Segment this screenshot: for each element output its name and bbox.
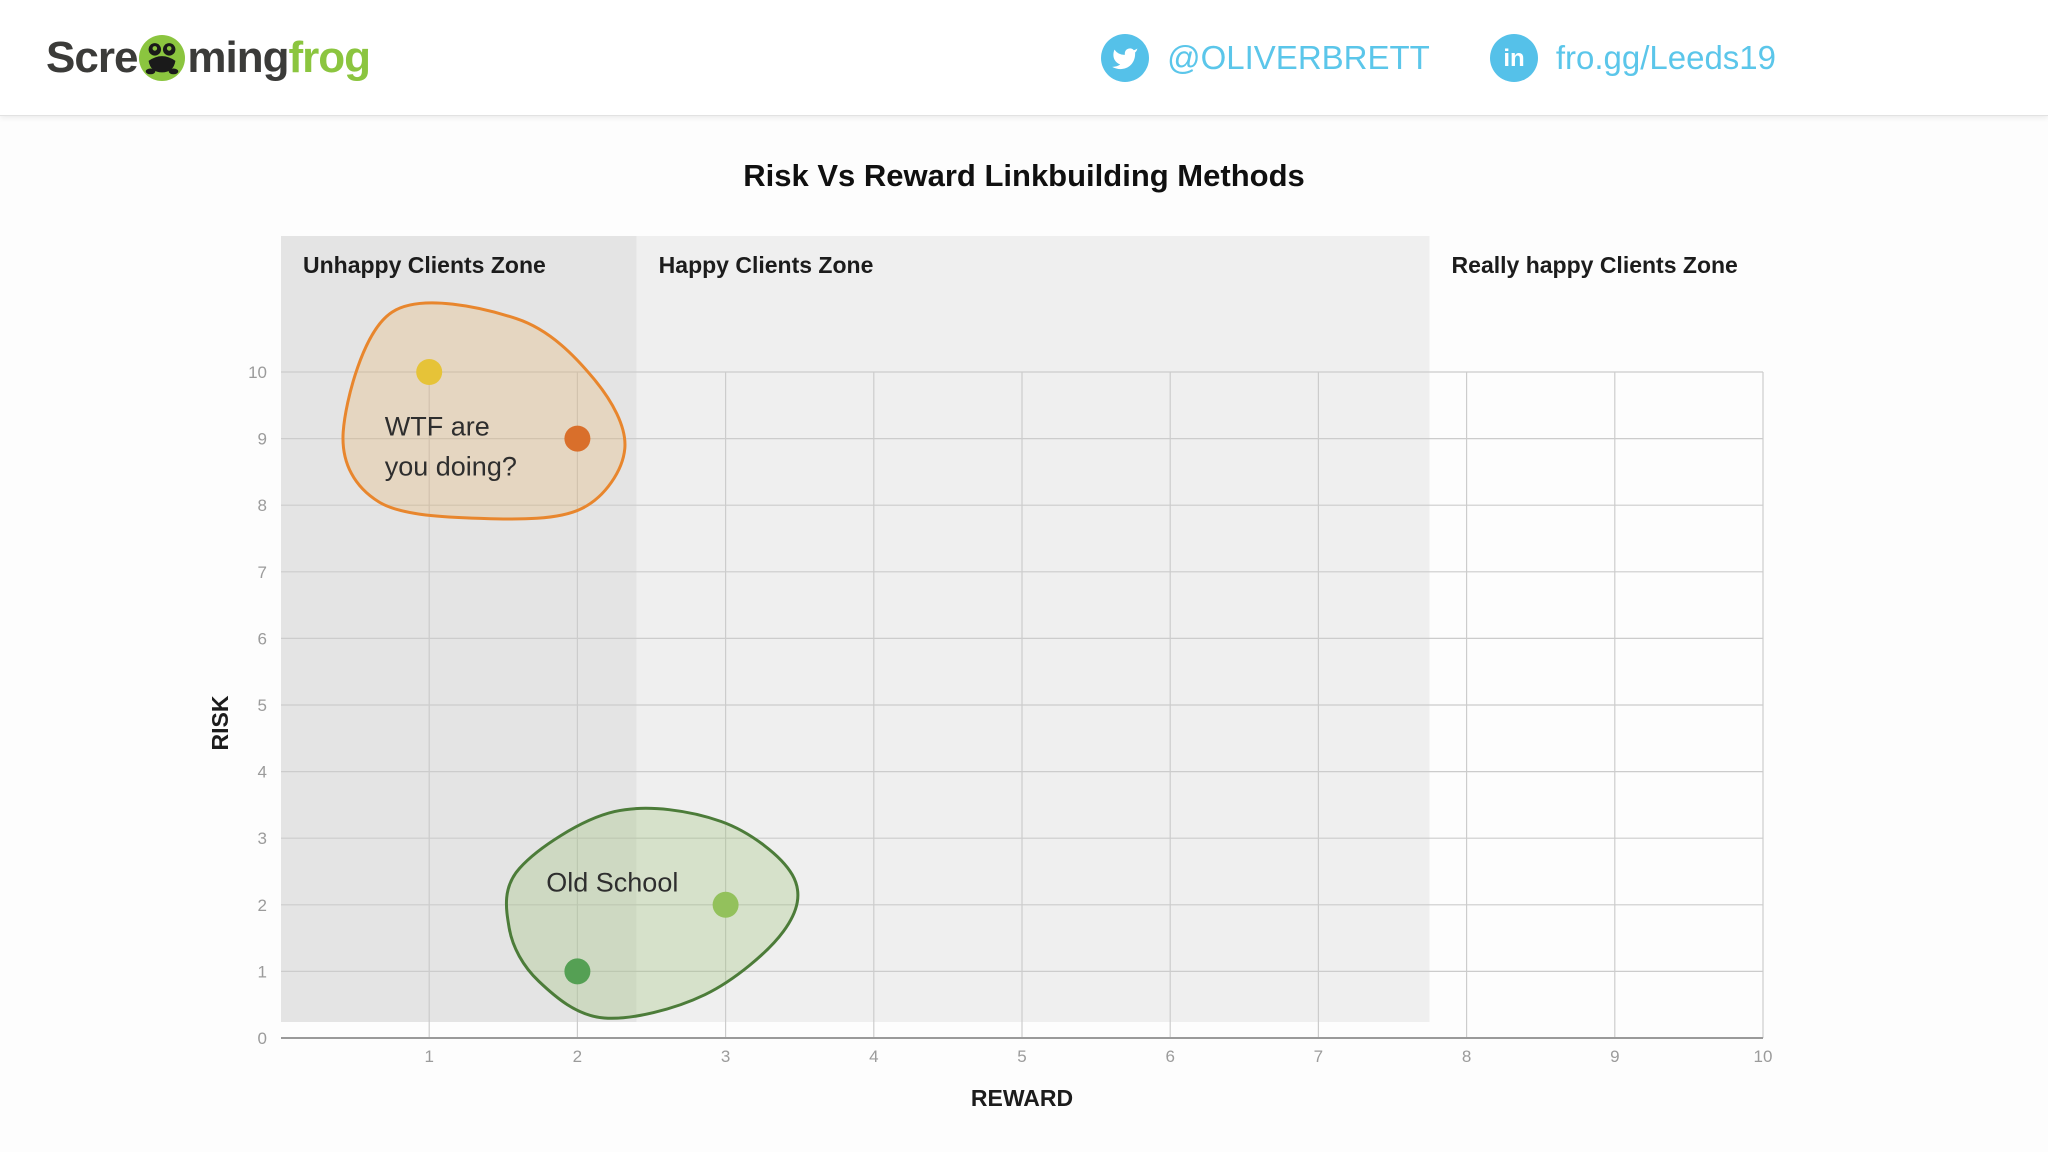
y-tick-label: 7 — [258, 563, 267, 582]
y-axis-label: RISK — [207, 695, 233, 750]
chart-title: Risk Vs Reward Linkbuilding Methods — [743, 158, 1305, 193]
x-axis-label: REWARD — [971, 1085, 1073, 1111]
x-tick-label: 1 — [424, 1047, 433, 1066]
header: Scre ming frog @OLIVERBRETT in fro.gg/Le… — [0, 0, 2048, 116]
logo-text-suffix: frog — [288, 32, 372, 82]
screamingfrog-logo: Scre ming frog — [46, 32, 372, 83]
y-tick-label: 10 — [248, 363, 267, 382]
y-tick-label: 8 — [258, 496, 267, 515]
annotation-text: Old School — [546, 867, 678, 897]
data-point — [712, 891, 739, 918]
twitter-handle[interactable]: @OLIVERBRETT — [1167, 38, 1430, 76]
zone-label: Happy Clients Zone — [659, 252, 874, 278]
logo-text-prefix: Scre — [46, 32, 138, 82]
y-tick-label: 3 — [258, 829, 267, 848]
logo-text-mid: ming — [187, 32, 289, 82]
y-tick-label: 6 — [258, 629, 267, 648]
zone-band — [636, 236, 1430, 1022]
twitter-icon[interactable] — [1101, 33, 1150, 82]
annotation-text: WTF are — [385, 411, 490, 441]
x-tick-label: 2 — [573, 1047, 582, 1066]
annotation-blob — [341, 301, 627, 521]
linkedin-icon[interactable]: in — [1489, 33, 1538, 82]
zone-label: Unhappy Clients Zone — [303, 252, 546, 278]
y-tick-label: 5 — [258, 696, 267, 715]
data-point — [564, 958, 591, 985]
x-tick-label: 7 — [1314, 1047, 1323, 1066]
x-tick-label: 5 — [1017, 1047, 1026, 1066]
annotation-text: you doing? — [385, 451, 517, 481]
svg-text:in: in — [1503, 45, 1524, 72]
social-links: @OLIVERBRETT in fro.gg/Leeds19 — [1101, 33, 1776, 82]
x-tick-label: 8 — [1462, 1047, 1471, 1066]
x-tick-label: 9 — [1610, 1047, 1619, 1066]
y-tick-label: 2 — [258, 896, 267, 915]
data-point — [564, 425, 591, 452]
zone-label: Really happy Clients Zone — [1452, 252, 1738, 278]
y-tick-label: 9 — [258, 430, 267, 449]
x-tick-label: 3 — [721, 1047, 730, 1066]
y-tick-label: 4 — [258, 763, 267, 782]
y-tick-label: 1 — [258, 962, 267, 981]
y-tick-label: 0 — [258, 1029, 267, 1048]
x-tick-label: 6 — [1165, 1047, 1174, 1066]
data-point — [416, 359, 443, 385]
frog-icon — [139, 34, 186, 81]
x-tick-label: 10 — [1754, 1047, 1773, 1066]
linkedin-link[interactable]: fro.gg/Leeds19 — [1555, 38, 1776, 76]
x-tick-label: 4 — [869, 1047, 878, 1066]
